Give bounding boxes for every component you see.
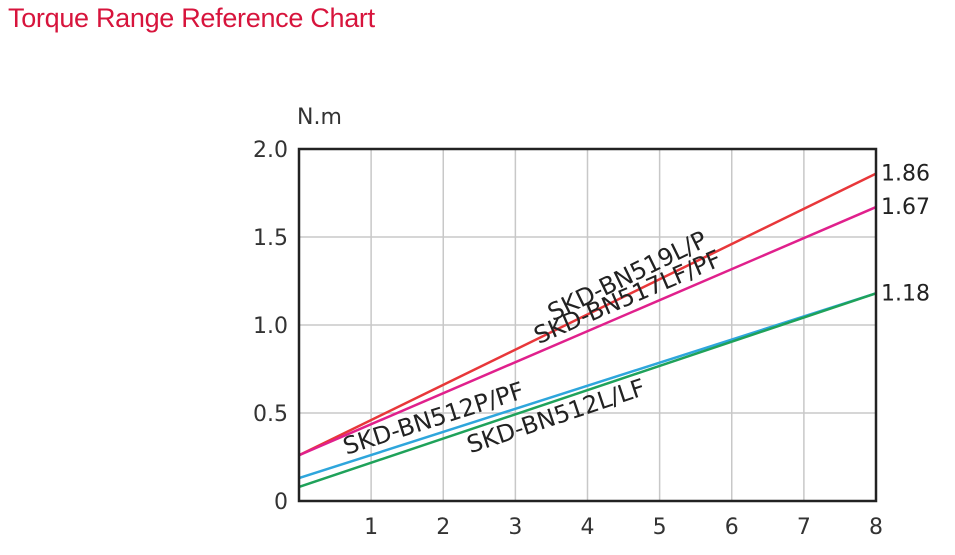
x-tick-label: 6	[725, 515, 739, 540]
end-value-labels: 1.86 1.67 1.18	[881, 162, 930, 307]
x-tick-label: 5	[653, 515, 667, 540]
series-line-1	[298, 205, 877, 457]
y-tick-label: 0	[274, 490, 288, 515]
y-tick-label: 0.5	[253, 402, 288, 427]
y-tick-label: 2.0	[253, 138, 288, 163]
series-line-3	[298, 292, 877, 489]
y-tick-labels: 0 0.5 1.0 1.5 2.0	[253, 138, 288, 515]
y-tick-label: 1.5	[253, 226, 288, 251]
series-line-0	[298, 172, 877, 457]
y-tick-label: 1.0	[253, 314, 288, 339]
end-value-label: 1.67	[881, 195, 930, 220]
end-value-label: 1.18	[881, 281, 930, 306]
x-tick-label: 4	[581, 515, 595, 540]
x-tick-labels: 1 2 3 4 5 6 7 8	[364, 515, 883, 540]
series-lines	[298, 172, 877, 489]
x-tick-label: 3	[508, 515, 522, 540]
x-tick-label: 8	[869, 515, 883, 540]
end-value-label: 1.86	[881, 162, 930, 187]
plot-frame	[297, 147, 878, 503]
chart-title: Torque Range Reference Chart	[8, 3, 375, 33]
y-axis-unit-label: N.m	[297, 105, 342, 130]
series-labels: SKD-BN519L/PSKD-BN517LF/PFSKD-BN512P/PFS…	[340, 226, 726, 461]
x-tick-label: 2	[436, 515, 450, 540]
series-line-2	[298, 292, 877, 480]
x-tick-label: 7	[797, 515, 811, 540]
x-tick-label: 1	[364, 515, 378, 540]
